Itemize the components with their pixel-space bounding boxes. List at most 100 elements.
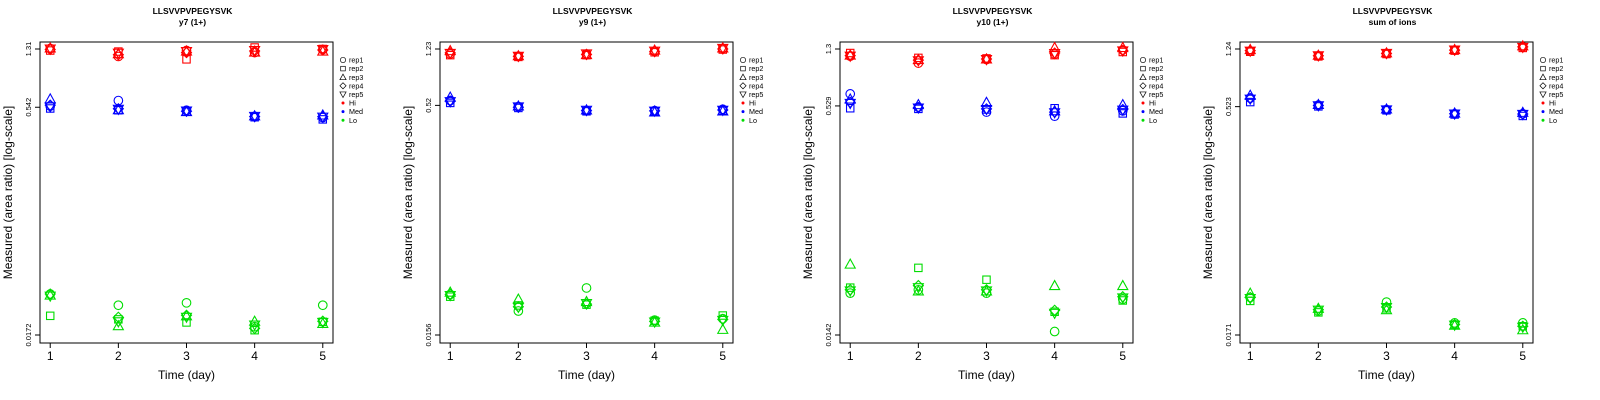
data-point-lo-rep5 (1448, 320, 1461, 332)
legend-label: Hi (1549, 99, 1556, 108)
data-point-lo-rep2 (182, 318, 191, 327)
data-point-med-rep3 (580, 103, 593, 115)
legend-marker-rep5 (739, 91, 747, 99)
data-point-lo-rep5 (1312, 305, 1325, 317)
data-point-lo-rep4 (317, 315, 329, 327)
data-point-med-rep3 (248, 109, 261, 121)
y-axis-label: Measured (area ratio) [log-scale] (801, 106, 815, 279)
x-tick-label: 3 (983, 349, 990, 363)
data-point-med-rep5 (1380, 105, 1393, 117)
y-tick-label: 1.24 (1224, 42, 1233, 57)
data-point-med-rep3 (444, 90, 457, 102)
x-axis-label: Time (day) (958, 368, 1015, 382)
legend-label: rep1 (749, 56, 763, 65)
legend-label: Lo (349, 116, 357, 125)
y-tick-label: 0.542 (24, 98, 33, 117)
legend-label: Lo (1149, 116, 1157, 125)
y-tick-label: 0.529 (824, 97, 833, 116)
series-lo (844, 257, 1129, 337)
legend-dot-lo (1141, 118, 1145, 122)
legend-marker (739, 91, 747, 99)
legend-dot-med (1141, 110, 1145, 114)
legend-label: rep3 (1549, 73, 1563, 82)
plot-frame (39, 41, 334, 344)
data-point-lo-rep2 (982, 275, 991, 284)
data-point-hi-rep5 (1380, 48, 1393, 60)
data-point-hi-rep5 (44, 44, 57, 56)
legend-label: rep1 (1149, 56, 1163, 65)
legend-label: Lo (749, 116, 757, 125)
data-point-hi-rep5 (716, 43, 729, 55)
legend-label: Hi (1149, 99, 1156, 108)
legend-marker (1539, 82, 1547, 90)
data-point-hi-rep5 (1244, 46, 1257, 58)
data-point-med-rep4 (844, 96, 856, 109)
y-axis-label: Measured (area ratio) [log-scale] (401, 106, 415, 279)
data-point-lo-rep3 (1048, 279, 1061, 291)
data-point-lo-rep5 (112, 317, 125, 328)
legend-label: Lo (1549, 116, 1557, 125)
legend-label: Med (349, 107, 363, 116)
x-axis-label: Time (day) (158, 368, 215, 382)
data-point-hi-rep3 (512, 49, 525, 61)
data-point-med-rep5 (1048, 108, 1061, 119)
data-point-med-rep5 (1244, 94, 1257, 106)
legend-marker (339, 56, 347, 64)
data-point-lo-rep3 (912, 284, 925, 296)
data-point-hi-rep5 (316, 44, 329, 56)
data-point-lo-rep4 (444, 288, 456, 301)
legend-marker (740, 65, 746, 72)
series-med (1244, 89, 1529, 121)
legend-label: rep3 (349, 73, 363, 82)
legend-label: rep4 (749, 81, 763, 90)
data-points (1244, 39, 1529, 335)
series-med (844, 89, 1129, 122)
legend-marker (340, 65, 346, 72)
data-points (444, 41, 729, 334)
data-point-hi-rep5 (248, 45, 261, 57)
legend-marker-rep3 (1139, 73, 1147, 81)
legend-marker-rep2 (1540, 65, 1546, 72)
x-tick-label: 3 (583, 349, 590, 363)
data-point-lo-rep3 (716, 323, 729, 334)
data-point-hi-rep3 (844, 48, 857, 60)
data-point-med-rep3 (1116, 98, 1129, 110)
data-point-hi-rep3 (1312, 49, 1325, 60)
legend-marker (339, 82, 347, 90)
legend-marker (1540, 65, 1546, 72)
legend-dot-hi (741, 101, 745, 105)
data-point-hi-rep5 (1448, 45, 1461, 57)
legend-marker (1139, 91, 1147, 99)
data-point-hi-rep2 (250, 43, 259, 52)
legend-dot-lo (741, 118, 745, 122)
legend-dot-lo (341, 118, 345, 122)
series-hi (844, 41, 1129, 68)
legend-marker (1539, 91, 1547, 99)
series-lo (1244, 287, 1529, 335)
series-hi (444, 41, 729, 63)
legend-marker-rep2 (340, 65, 346, 72)
legend-marker (739, 56, 747, 64)
data-point-hi-rep5 (180, 47, 193, 58)
x-tick-label: 4 (251, 349, 258, 363)
data-point-med-rep3 (844, 92, 857, 104)
y-tick-label: 1.3 (824, 44, 833, 54)
data-point-lo-rep3 (1244, 287, 1257, 298)
legend-marker-rep3 (1539, 73, 1547, 81)
data-point-lo-rep4 (1048, 304, 1061, 317)
data-point-med-rep5 (112, 104, 125, 116)
chart-title: LLSVVPVPEGYSVK (553, 6, 634, 16)
data-point-hi-rep5 (580, 49, 593, 61)
data-point-med-rep5 (1448, 109, 1461, 121)
data-point-lo-rep3 (844, 257, 857, 269)
data-point-med-rep5 (1116, 105, 1129, 117)
y-tick-label: 0.0156 (424, 324, 433, 347)
data-point-lo-rep3 (112, 319, 125, 331)
legend-label: rep2 (1549, 64, 1563, 73)
legend-marker-rep4 (1139, 82, 1147, 90)
data-point-med-rep3 (1312, 98, 1325, 110)
